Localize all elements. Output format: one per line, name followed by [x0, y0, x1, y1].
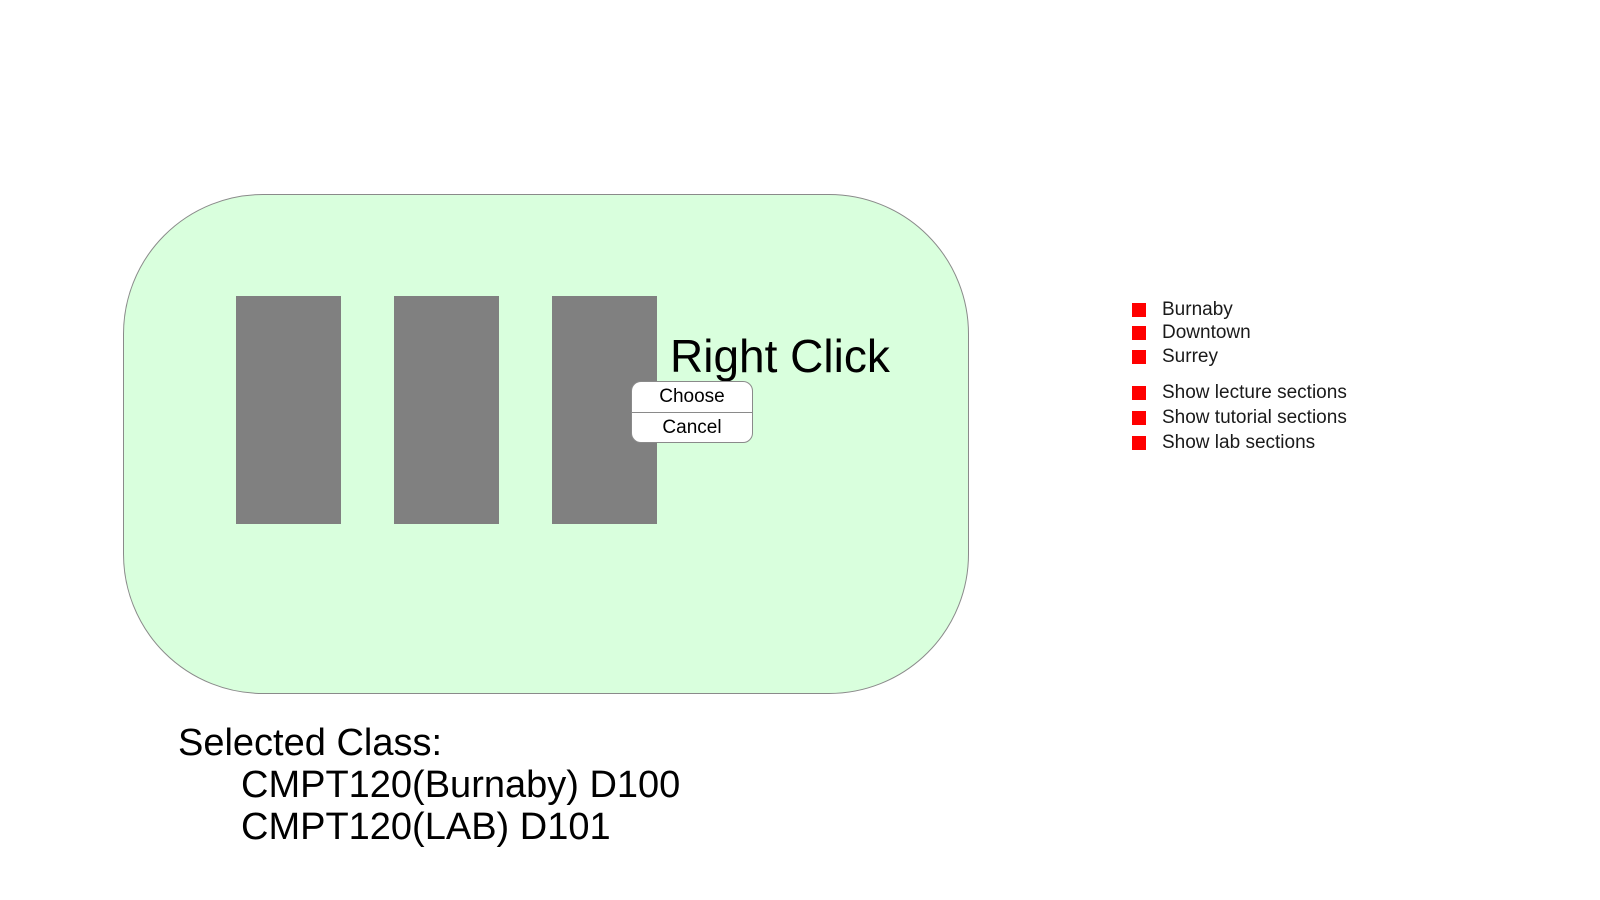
- class-block-2[interactable]: [394, 296, 499, 524]
- filter-tutorial-label: Show tutorial sections: [1162, 407, 1347, 428]
- selected-class-item: CMPT120(Burnaby) D100: [241, 764, 681, 806]
- section-filter-group: Show lecture sections Show tutorial sect…: [1132, 381, 1347, 456]
- filter-downtown-label: Downtown: [1162, 322, 1251, 344]
- tutorial-marker-icon: [1132, 411, 1146, 425]
- filter-surrey-label: Surrey: [1162, 345, 1218, 367]
- filter-lecture-label: Show lecture sections: [1162, 382, 1347, 403]
- filter-legend: Burnaby Downtown Surrey Show lecture sec…: [1132, 298, 1347, 468]
- filter-lab-label: Show lab sections: [1162, 432, 1316, 453]
- selected-heading: Selected Class:: [178, 722, 443, 764]
- class-block-1[interactable]: [236, 296, 341, 524]
- lecture-marker-icon: [1132, 386, 1146, 400]
- filter-downtown[interactable]: Downtown: [1132, 322, 1347, 346]
- choose-menu-item[interactable]: Choose: [659, 386, 725, 407]
- campus-filter-group: Burnaby Downtown Surrey: [1132, 298, 1347, 369]
- menu-divider: [632, 412, 752, 413]
- downtown-marker-icon: [1132, 326, 1146, 341]
- selected-class-item: CMPT120(LAB) D101: [241, 806, 611, 848]
- surrey-marker-icon: [1132, 349, 1146, 364]
- filter-tutorial-sections[interactable]: Show tutorial sections: [1132, 406, 1347, 431]
- context-menu: Choose Cancel: [631, 381, 753, 443]
- cancel-menu-item[interactable]: Cancel: [662, 417, 722, 438]
- burnaby-marker-icon: [1132, 302, 1146, 317]
- filter-lab-sections[interactable]: Show lab sections: [1132, 431, 1347, 456]
- filter-burnaby-label: Burnaby: [1162, 298, 1233, 320]
- filter-lecture-sections[interactable]: Show lecture sections: [1132, 381, 1347, 406]
- lab-marker-icon: [1132, 436, 1146, 450]
- filter-burnaby[interactable]: Burnaby: [1132, 298, 1347, 322]
- filter-surrey[interactable]: Surrey: [1132, 345, 1347, 369]
- selected-classes: Selected Class: CMPT120(Burnaby) D100 CM…: [178, 722, 680, 848]
- right-click-hint: Right Click: [670, 330, 890, 382]
